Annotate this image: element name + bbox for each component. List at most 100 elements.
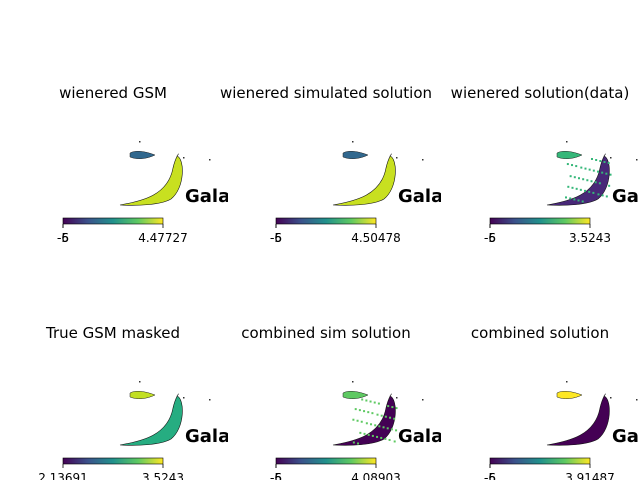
noise-pixel (594, 181, 597, 184)
stray-pixel (209, 399, 211, 401)
noise-pixel (365, 422, 368, 425)
noise-pixel (588, 190, 591, 193)
stray-pixel (209, 159, 211, 161)
panel-title: wienered solution(data) (451, 84, 630, 102)
noise-pixel (391, 406, 394, 409)
panel-title: combined sim solution (241, 324, 411, 342)
crescent-region (119, 153, 183, 206)
noise-pixel (371, 412, 374, 415)
overlay-label: Gala (185, 426, 230, 447)
noise-pixel (365, 399, 368, 402)
crescent-region (332, 393, 396, 446)
noise-pixel (352, 441, 355, 444)
stray-pixel (352, 141, 354, 143)
stray-pixel (183, 157, 185, 159)
noise-pixel (607, 162, 610, 165)
overlay-label: Gala (612, 426, 640, 447)
noise-pixel (580, 166, 583, 169)
colorbar-tick-label: -5 (484, 471, 496, 480)
noise-pixel (571, 186, 574, 189)
colorbar-tick-label: 3.5243 (569, 231, 611, 245)
noise-pixel (378, 425, 381, 428)
panel-4: True GSM masked Gala 2.13691 3.5243 (38, 324, 230, 480)
noise-pixel (384, 437, 387, 440)
noise-pixel (597, 170, 600, 173)
noise-pixel (386, 427, 389, 430)
colorbar-tick-label: -5 (270, 231, 282, 245)
map-image: Gala (510, 381, 640, 479)
stray-pixel (422, 399, 424, 401)
noise-pixel (358, 409, 361, 412)
map-image: Gala (296, 381, 443, 479)
noise-pixel (373, 401, 376, 404)
noise-pixel (376, 413, 379, 416)
noise-pixel (577, 177, 580, 180)
noise-pixel (367, 433, 370, 436)
colorbar (489, 457, 591, 465)
map-image: Gala (119, 381, 230, 447)
colorbar-tick-label: 3.91487 (565, 471, 615, 480)
noise-pixel (581, 200, 584, 203)
blob-region (342, 151, 369, 159)
colorbar-tick-label: -5 (484, 231, 496, 245)
noise-pixel (377, 402, 380, 405)
panel-title: wienered simulated solution (220, 84, 432, 102)
stray-pixel (566, 381, 568, 383)
noise-pixel (575, 165, 578, 168)
stray-pixel (296, 477, 298, 479)
noise-pixel (571, 164, 574, 167)
panel-3: wienered solution(data) Gala -6-5 3.5243 (451, 84, 640, 245)
noise-pixel (588, 168, 591, 171)
noise-pixel (395, 429, 398, 432)
noise-pixel (601, 194, 604, 197)
noise-pixel (357, 442, 360, 445)
noise-pixel (387, 405, 390, 408)
noise-pixel (590, 158, 593, 160)
stray-pixel (610, 397, 612, 399)
panel-title: combined solution (471, 324, 609, 342)
noise-pixel (573, 198, 576, 201)
stray-pixel (396, 397, 398, 399)
stray-pixel (296, 237, 298, 239)
noise-pixel (380, 414, 383, 417)
colorbar-tick-label: 4.50478 (351, 231, 401, 245)
noise-pixel (380, 436, 383, 439)
map-image: Gala (296, 141, 443, 239)
noise-pixel (566, 163, 569, 166)
colorbar-tick-label: -5 (270, 471, 282, 480)
noise-pixel (599, 160, 602, 163)
noise-pixel (565, 196, 567, 199)
overlay-label: Gala (398, 186, 443, 207)
panel-title: True GSM masked (45, 324, 180, 342)
noise-pixel (569, 197, 572, 200)
overlay-label: Gala (398, 426, 443, 447)
noise-pixel (370, 423, 373, 426)
colorbar-tick-label: -6 (270, 231, 282, 245)
crescent-region (332, 153, 396, 206)
noise-pixel (354, 408, 357, 411)
stray-pixel (139, 141, 141, 143)
noise-pixel (586, 179, 589, 182)
noise-pixel (609, 173, 612, 176)
noise-pixel (356, 419, 359, 422)
noise-pixel (577, 199, 580, 202)
noise-pixel (598, 182, 601, 185)
blob-region (129, 391, 156, 399)
noise-pixel (567, 185, 570, 188)
noise-pixel (393, 440, 396, 443)
colorbar (275, 217, 377, 225)
noise-pixel (352, 418, 355, 421)
crescent-region (546, 393, 610, 446)
map-image: Gala (546, 141, 640, 207)
colorbar-tick-label: -6 (270, 471, 282, 480)
stray-pixel (636, 159, 638, 161)
noise-pixel (361, 398, 364, 401)
overlay-label: Gala (612, 186, 640, 207)
stray-pixel (510, 477, 512, 479)
colorbar-tick-label: -5 (57, 231, 69, 245)
noise-pixel (575, 187, 578, 190)
crescent-region (119, 393, 183, 446)
noise-pixel (388, 438, 391, 441)
noise-pixel (367, 411, 370, 414)
blob-region (556, 391, 583, 399)
